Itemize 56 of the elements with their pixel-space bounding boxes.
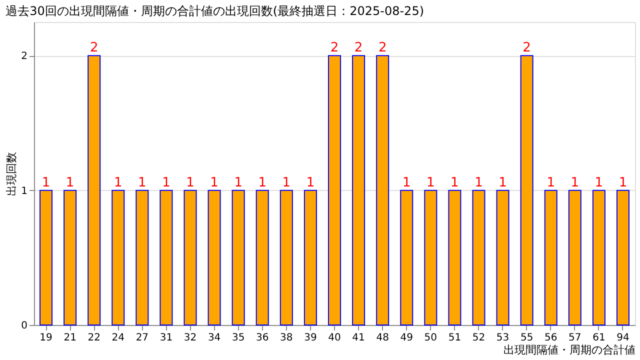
x-tick-label: 22	[88, 332, 100, 344]
x-tick-label: 56	[544, 332, 558, 344]
data-label: 1	[570, 175, 580, 190]
data-label: 1	[402, 175, 411, 190]
y-axis-title: 出現回数	[5, 152, 18, 196]
x-tick-label: 32	[184, 332, 197, 344]
x-tick-label: 52	[472, 332, 486, 344]
data-label: 1	[186, 175, 194, 190]
data-label: 2	[90, 40, 98, 56]
data-label: 1	[282, 175, 291, 190]
x-tick-label: 31	[160, 332, 173, 344]
x-tick-label: 36	[256, 332, 269, 344]
data-label: 1	[474, 175, 483, 190]
x-tick-label: 48	[376, 332, 389, 344]
data-label: 1	[618, 175, 628, 190]
x-tick-label: 49	[400, 332, 413, 344]
x-tick-label: 94	[616, 332, 630, 344]
data-label: 1	[258, 175, 267, 190]
data-label: 1	[546, 175, 555, 190]
data-label: 1	[498, 175, 507, 190]
chart-title: 過去30回の出現間隔値・周期の合計値の出現回数(最終抽選日：2025-08-25)	[6, 4, 424, 18]
data-label: 2	[378, 40, 387, 56]
x-axis-title: 出現間隔値・周期の合計値	[504, 344, 636, 356]
y-tick-label: 2	[21, 51, 28, 62]
data-label: 1	[234, 175, 242, 190]
x-tick-label: 19	[40, 332, 52, 344]
x-tick-label: 55	[520, 332, 534, 344]
data-label: 1	[138, 175, 146, 190]
data-label: 1	[162, 175, 170, 190]
x-tick-label: 27	[136, 332, 149, 344]
data-label: 1	[450, 175, 459, 190]
x-tick-label: 34	[208, 332, 221, 344]
x-tick-label: 50	[424, 332, 438, 344]
y-tick-label: 0	[21, 320, 28, 332]
data-label: 1	[114, 175, 122, 190]
y-tick-label: 1	[21, 186, 28, 197]
data-label: 2	[522, 40, 531, 56]
x-tick-label: 21	[64, 332, 76, 344]
data-label: 1	[210, 175, 218, 190]
x-tick-label: 41	[352, 332, 365, 344]
x-tick-label: 39	[304, 332, 317, 344]
x-tick-label: 40	[328, 332, 341, 344]
x-tick-label: 35	[232, 332, 245, 344]
data-label: 1	[426, 175, 435, 190]
data-label: 1	[66, 175, 74, 190]
data-label: 1	[594, 175, 604, 190]
x-tick-label: 51	[448, 332, 462, 344]
data-label: 1	[306, 175, 315, 190]
data-label: 2	[354, 40, 363, 56]
x-tick-label: 38	[280, 332, 293, 344]
data-label: 2	[330, 40, 339, 56]
x-tick-label: 61	[592, 332, 606, 344]
data-label: 1	[42, 175, 50, 190]
x-tick-label: 57	[568, 332, 582, 344]
x-tick-label: 53	[496, 332, 510, 344]
x-tick-label: 24	[112, 332, 125, 344]
